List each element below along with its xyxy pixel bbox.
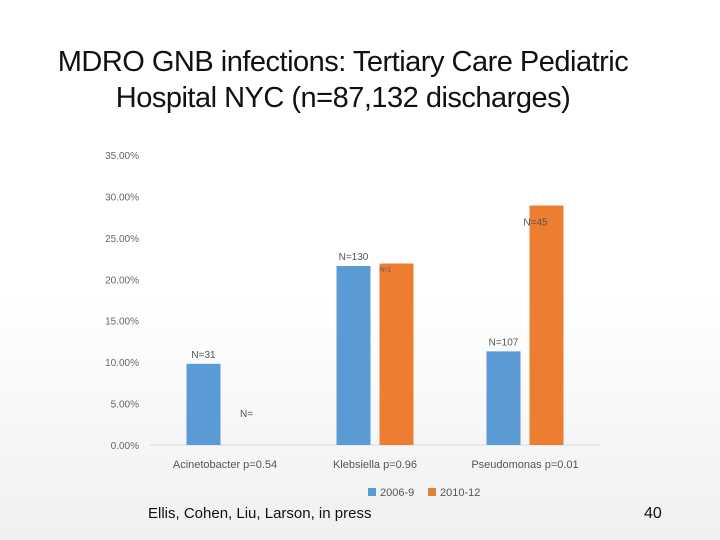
bar-2010-12-2: [529, 205, 564, 445]
y-tick-label: 20.00%: [105, 275, 139, 286]
data-label: N=107: [489, 337, 519, 348]
legend-swatch: [368, 488, 376, 496]
y-tick-label: 5.00%: [111, 400, 139, 411]
y-tick-label: 15.00%: [105, 317, 139, 328]
x-category-label: Pseudomonas p=0.01: [471, 459, 578, 471]
y-tick-label: 10.00%: [105, 358, 139, 369]
bar-2010-12-1: [379, 263, 414, 445]
slide-title-line-1: MDRO GNB infections: Tertiary Care Pedia…: [57, 46, 629, 78]
y-tick-label: 0.00%: [111, 441, 139, 452]
legend-label: 2010-12: [440, 487, 480, 499]
page-number: 40: [644, 505, 662, 522]
y-tick-label: 25.00%: [105, 234, 139, 245]
bar-2006-9-0: [186, 363, 221, 445]
x-category-label: Acinetobacter p=0.54: [173, 459, 277, 471]
data-label: N=31: [191, 350, 216, 361]
bar-2006-9-1: [336, 266, 371, 445]
slide-title-line-2: Hospital NYC (n=87,132 discharges): [115, 82, 571, 114]
legend-swatch: [428, 488, 436, 496]
data-label: N=45: [523, 218, 548, 229]
bar-2006-9-2: [486, 351, 521, 445]
y-tick-label: 30.00%: [105, 192, 139, 203]
y-tick-label: 35.00%: [105, 151, 139, 162]
legend-label: 2006-9: [380, 487, 414, 499]
data-label: N=: [240, 409, 253, 420]
citation-footer: Ellis, Cohen, Liu, Larson, in press: [148, 505, 372, 522]
data-label: N=1: [380, 268, 392, 274]
x-category-label: Klebsiella p=0.96: [333, 459, 417, 471]
slide-title: MDRO GNB infections: Tertiary Care Pedia…: [0, 44, 686, 116]
data-label: N=130: [339, 252, 369, 263]
